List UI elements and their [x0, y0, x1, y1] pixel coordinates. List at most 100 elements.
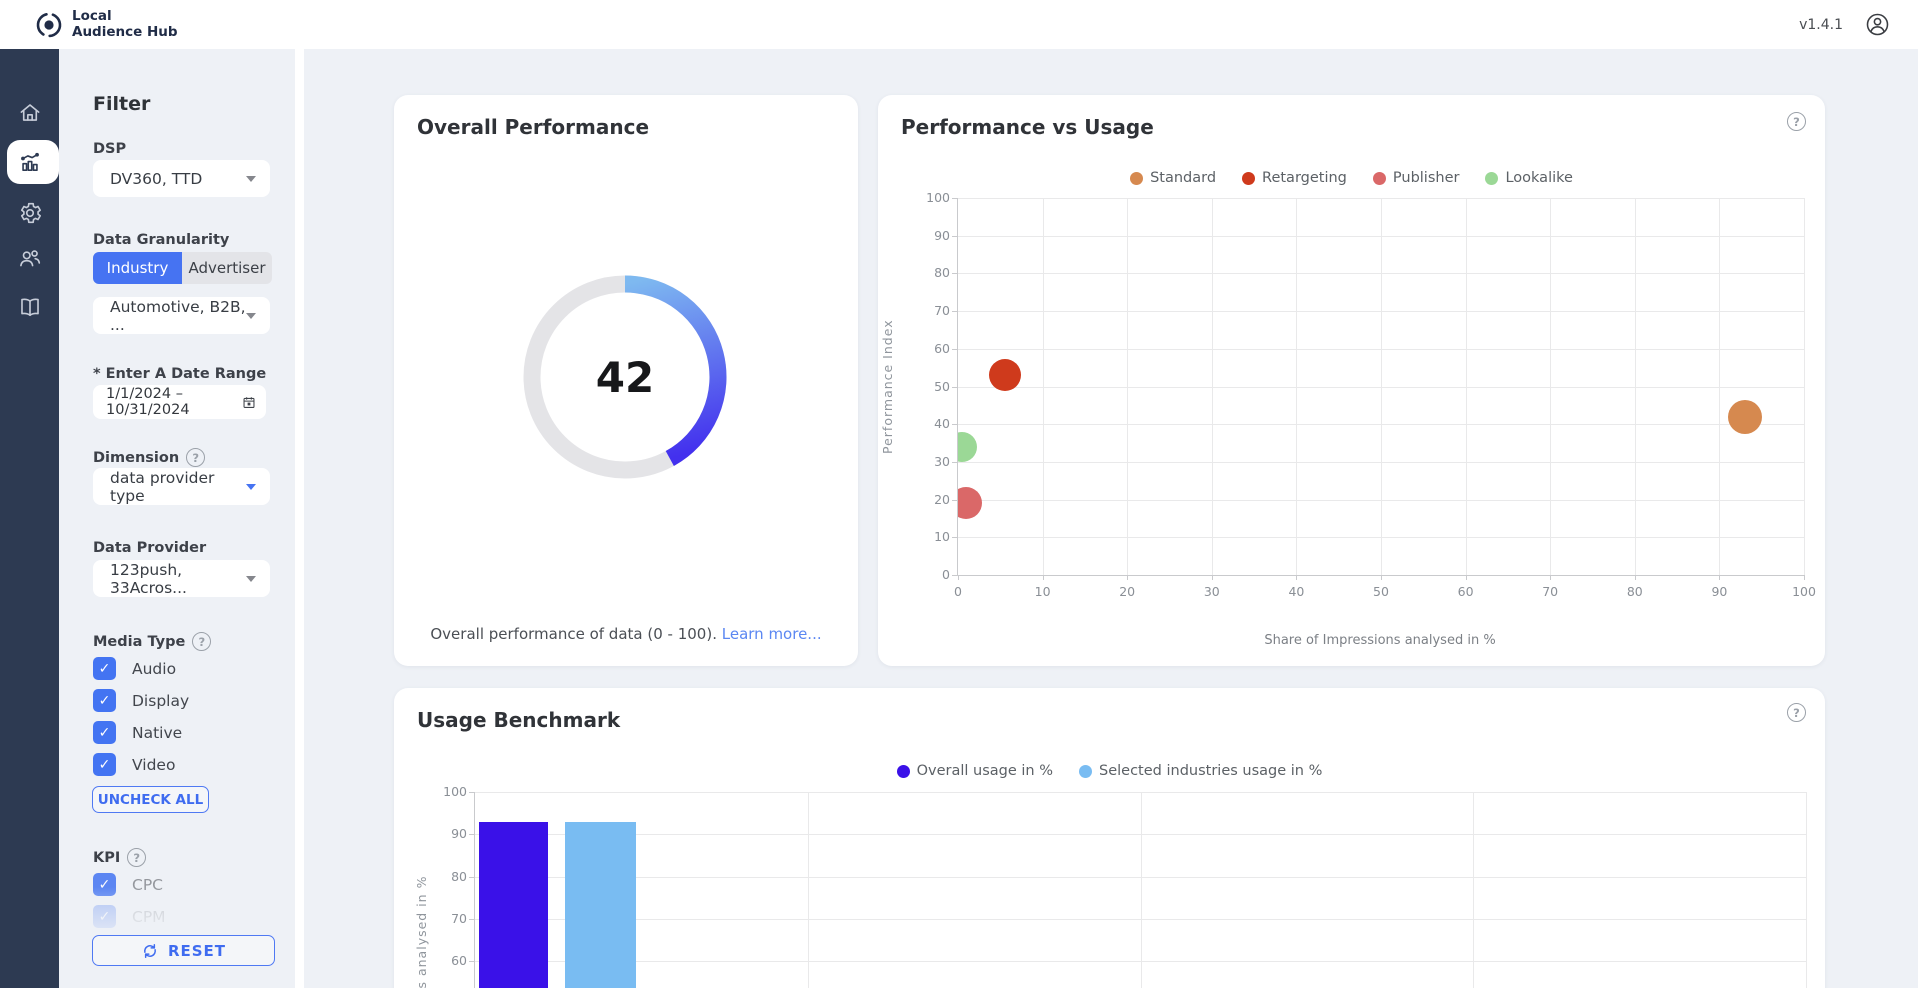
x-tick-mark	[1550, 575, 1552, 580]
bar-overall-usage-in-[interactable]	[479, 821, 548, 988]
dsp-select-value: DV360, TTD	[110, 169, 203, 188]
dimension-label-text: Dimension	[93, 449, 180, 466]
overall-performance-title: Overall Performance	[417, 115, 650, 139]
gridline	[1719, 198, 1721, 575]
performance-vs-usage-help-icon[interactable]: ?	[1787, 112, 1806, 131]
dimension-help-icon[interactable]: ?	[186, 448, 206, 467]
legend-dot	[1485, 171, 1499, 185]
x-tick-label: 80	[1626, 584, 1643, 599]
point-publisher[interactable]	[958, 487, 983, 520]
x-tick-label: 50	[1373, 584, 1389, 599]
y-tick-mark	[952, 198, 957, 199]
gridline	[1804, 198, 1805, 575]
point-lookalike[interactable]	[958, 431, 978, 462]
dsp-select[interactable]: DV360, TTD	[93, 160, 270, 197]
industries-select[interactable]: Automotive, B2B, ...	[93, 297, 270, 334]
sidebar-item-settings[interactable]	[0, 200, 59, 226]
x-tick-label: 30	[1203, 584, 1220, 599]
sidebar-item-analytics[interactable]	[0, 149, 59, 175]
checkbox-row-cpm[interactable]: ✓ CPM	[93, 904, 166, 929]
panel-divider	[295, 49, 304, 988]
x-tick-mark	[1381, 575, 1382, 580]
legend-dot	[1372, 171, 1386, 185]
checkbox-row-video[interactable]: ✓ Video	[93, 752, 189, 777]
usage-benchmark-help-icon[interactable]: ?	[1787, 703, 1806, 722]
x-tick-mark	[958, 575, 959, 580]
checkbox-display: ✓	[93, 689, 116, 712]
media-type-label-text: Media Type	[93, 633, 186, 650]
y-tick-mark	[952, 311, 957, 313]
dimension-select-value: data provider type	[110, 468, 215, 505]
legend-dot	[1079, 764, 1093, 778]
checkbox-label: CPM	[132, 907, 166, 926]
x-tick-mark	[1127, 575, 1129, 580]
bar-selected-industries-usage-in-[interactable]	[565, 821, 636, 988]
checkbox-row-audio[interactable]: ✓ Audio	[93, 656, 189, 681]
data-provider-select[interactable]: 123push, 33Acros...	[93, 560, 270, 597]
y-tick-label: 100	[443, 784, 467, 799]
y-tick-mark	[952, 499, 957, 501]
date-range-input[interactable]: 1/1/2024 – 10/31/2024	[93, 385, 266, 419]
y-tick-label: 10	[934, 529, 950, 545]
reset-label: RESET	[167, 941, 227, 960]
x-tick-label: 20	[1119, 584, 1136, 599]
dsp-label: DSP	[93, 141, 127, 157]
calendar-icon	[243, 396, 255, 408]
granularity-option-industry[interactable]: Industry	[93, 252, 182, 284]
kpi-help-icon[interactable]: ?	[127, 848, 147, 867]
chevron-down-icon	[246, 575, 256, 582]
legend-item-overall-usage-in-[interactable]: Overall usage in %	[896, 763, 1053, 779]
checkbox-row-display[interactable]: ✓ Display	[93, 688, 189, 713]
media-type-help-icon[interactable]: ?	[192, 632, 212, 651]
checkbox-row-native[interactable]: ✓ Native	[93, 720, 189, 745]
uncheck-all-button[interactable]: UNCHECK ALL	[92, 786, 209, 813]
point-standard[interactable]	[1727, 399, 1762, 434]
y-tick-mark	[469, 918, 474, 920]
y-tick-label: 30	[934, 453, 950, 469]
reset-button[interactable]: RESET	[92, 935, 275, 966]
gridline	[1381, 198, 1382, 575]
dimension-label: Dimension ?	[93, 448, 206, 467]
media-type-label: Media Type ?	[93, 632, 212, 651]
performance-gauge	[520, 272, 730, 482]
y-tick-mark	[952, 348, 957, 350]
granularity-toggle: Industry Advertiser	[93, 252, 272, 284]
scatter-x-axis-title: Share of Impressions analysed in %	[1264, 633, 1496, 648]
y-tick-label: 90	[934, 227, 950, 243]
learn-more-link[interactable]: Learn more...	[721, 625, 822, 643]
uncheck-all-label: UNCHECK ALL	[97, 791, 204, 808]
legend-item-publisher[interactable]: Publisher	[1372, 170, 1459, 186]
y-tick-label: 100	[926, 190, 950, 205]
y-tick-label: 0	[942, 567, 950, 582]
sidebar	[0, 49, 59, 988]
account-icon[interactable]	[1865, 12, 1890, 37]
checkbox-row-cpc[interactable]: ✓ CPC	[93, 872, 166, 897]
legend-label: Lookalike	[1505, 170, 1573, 186]
scatter-plot: 0 0 10 10 20 20 30 30 40 40 50 50 60 60 70 70 80 80 90 90 10…	[926, 190, 1816, 599]
refresh-icon	[144, 943, 156, 958]
legend-item-selected-industries-usage-in-[interactable]: Selected industries usage in %	[1079, 763, 1322, 779]
legend-item-retargeting[interactable]: Retargeting	[1242, 170, 1347, 186]
sidebar-item-audiences[interactable]	[0, 245, 59, 271]
checkbox-native: ✓	[93, 721, 116, 744]
legend-item-lookalike[interactable]: Lookalike	[1485, 170, 1573, 186]
benchmark-y-axis-title: Share of Impressions analysed in %	[414, 792, 429, 988]
overall-performance-card: Overall Performance 42 Overall performan…	[394, 95, 858, 666]
gridline	[1634, 198, 1636, 575]
gridline	[958, 311, 1804, 313]
granularity-option-advertiser[interactable]: Advertiser	[182, 252, 272, 284]
x-tick-mark	[1634, 575, 1636, 580]
sidebar-item-home[interactable]	[0, 100, 59, 126]
sidebar-item-documentation[interactable]	[0, 294, 59, 320]
legend-item-standard[interactable]: Standard	[1130, 170, 1216, 186]
y-tick-mark	[469, 792, 474, 793]
scatter-y-axis-title: Performance Index	[880, 319, 895, 454]
gridline	[958, 273, 1804, 275]
dimension-select[interactable]: data provider type	[93, 468, 270, 505]
granularity-label: Data Granularity	[93, 232, 230, 248]
y-tick-mark	[469, 961, 474, 963]
y-tick-mark	[952, 537, 957, 539]
point-retargeting[interactable]	[988, 359, 1021, 392]
checkbox-label: CPC	[132, 875, 163, 894]
version-label: v1.4.1	[1799, 16, 1843, 33]
